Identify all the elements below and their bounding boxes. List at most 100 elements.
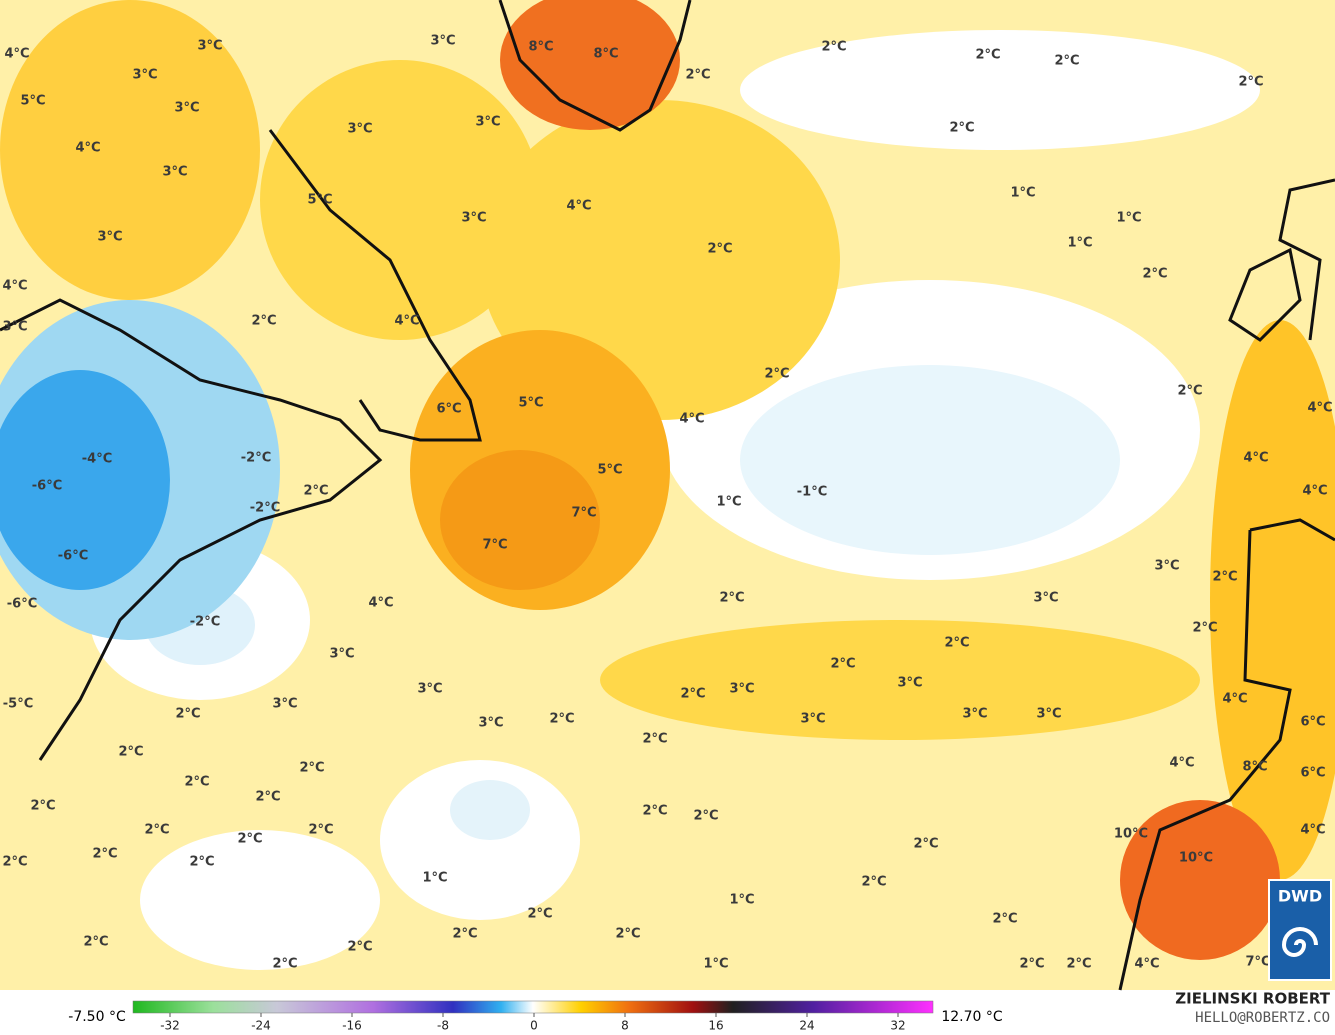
temp-label: 2°C	[189, 855, 214, 870]
temp-label: 3°C	[1033, 591, 1058, 606]
temperature-labels: 3°C 3°C 4°C 3°C 5°C 3°C 4°C 3°C 3°C 3°C 8°C 8°C 2°C 2…	[2, 34, 1332, 972]
temp-label: 2°C	[1019, 957, 1044, 972]
temp-label: 2°C	[299, 761, 324, 776]
temp-label: 3°C	[162, 165, 187, 180]
temp-label: 1°C	[716, 495, 741, 510]
temp-label: 3°C	[478, 716, 503, 731]
temp-label: -2°C	[250, 501, 280, 516]
temp-label: 2°C	[1054, 54, 1079, 69]
temp-label: 3°C	[197, 39, 222, 54]
temp-label: 2°C	[1066, 957, 1091, 972]
temp-label: 2°C	[615, 927, 640, 942]
temp-label: 2°C	[949, 121, 974, 136]
temp-label: -5°C	[3, 697, 33, 712]
temp-label: 4°C	[1169, 756, 1194, 771]
temp-label: 5°C	[307, 193, 332, 208]
colorbar-ticks: -32 -24 -16 -8 0 8 16 24 32	[160, 1013, 906, 1033]
temp-label: 2°C	[144, 823, 169, 838]
temp-label: 8°C	[528, 40, 553, 55]
temp-label: 2°C	[1212, 570, 1237, 585]
temp-label: -6°C	[32, 479, 62, 494]
temp-label: 3°C	[800, 712, 825, 727]
tick-label: -32	[160, 1019, 180, 1033]
tick-label: 0	[530, 1019, 538, 1033]
temp-label: 3°C	[1154, 559, 1179, 574]
temp-label: 8°C	[1242, 760, 1267, 775]
temp-label: 3°C	[347, 122, 372, 137]
temp-label: 8°C	[593, 47, 618, 62]
temp-label: -1°C	[797, 485, 827, 500]
credit-contact: HELLO@ROBERTZ.CO	[1195, 1010, 1330, 1026]
tick-label: 8	[621, 1019, 629, 1033]
temp-label: 7°C	[482, 538, 507, 553]
temp-label: 6°C	[436, 402, 461, 417]
temp-label: 2°C	[992, 912, 1017, 927]
legend-max: 12.70 °C	[941, 1009, 1003, 1025]
temp-label: -6°C	[7, 597, 37, 612]
temp-label: 4°C	[679, 412, 704, 427]
temp-label: 4°C	[1302, 484, 1327, 499]
temp-label: 2°C	[30, 799, 55, 814]
temp-label: 3°C	[897, 676, 922, 691]
temp-label: 3°C	[1036, 707, 1061, 722]
temp-label: 4°C	[1307, 401, 1332, 416]
temp-label: 1°C	[1067, 236, 1092, 251]
temp-label: 2°C	[549, 712, 574, 727]
tick-label: -16	[342, 1019, 362, 1033]
temp-label: 4°C	[1134, 957, 1159, 972]
temp-label: 2°C	[1142, 267, 1167, 282]
tick-label: -24	[251, 1019, 271, 1033]
temp-label: 4°C	[75, 141, 100, 156]
tick-label: 24	[799, 1019, 814, 1033]
temp-label: 3°C	[475, 115, 500, 130]
temp-label: 2°C	[1192, 621, 1217, 636]
map: 3°C 3°C 4°C 3°C 5°C 3°C 4°C 3°C 3°C 3°C 8°C 8°C 2°C 2…	[0, 0, 1335, 991]
temp-label: 3°C	[329, 647, 354, 662]
temp-label: 2°C	[527, 907, 552, 922]
temp-label: 2°C	[707, 242, 732, 257]
temp-label: 3°C	[729, 682, 754, 697]
temp-label: 7°C	[1245, 955, 1270, 970]
temp-label: 2°C	[347, 940, 372, 955]
temp-label: 7°C	[571, 506, 596, 521]
temp-label: 2°C	[680, 687, 705, 702]
dwd-logo: DWD	[1268, 879, 1332, 981]
temp-label: 4°C	[394, 314, 419, 329]
temp-label: 5°C	[518, 396, 543, 411]
temp-label: 5°C	[20, 94, 45, 109]
temp-label: 2°C	[251, 314, 276, 329]
tick-label: 16	[708, 1019, 723, 1033]
temp-label: -2°C	[190, 615, 220, 630]
temp-label: 3°C	[97, 230, 122, 245]
temp-label: 2°C	[83, 935, 108, 950]
temp-label: 3°C	[272, 697, 297, 712]
temp-label: 3°C	[2, 320, 27, 335]
temp-label: 2°C	[1238, 75, 1263, 90]
colorbar	[132, 1000, 934, 1014]
temp-label: 2°C	[693, 809, 718, 824]
temp-label: 10°C	[1179, 851, 1213, 866]
temp-label: 4°C	[566, 199, 591, 214]
temp-label: 3°C	[461, 211, 486, 226]
temp-label: 2°C	[237, 832, 262, 847]
temp-label: 2°C	[118, 745, 143, 760]
temp-label: 3°C	[962, 707, 987, 722]
temp-label: 3°C	[430, 34, 455, 49]
temp-label: 2°C	[1177, 384, 1202, 399]
temp-label: 4°C	[1300, 823, 1325, 838]
temp-label: 2°C	[764, 367, 789, 382]
temp-label: 2°C	[685, 68, 710, 83]
temp-label: 4°C	[4, 47, 29, 62]
temp-label: 2°C	[255, 790, 280, 805]
temp-label: 6°C	[1300, 766, 1325, 781]
temp-label: -4°C	[82, 452, 112, 467]
temp-label: 1°C	[729, 893, 754, 908]
temp-label: 2°C	[913, 837, 938, 852]
temp-label: 1°C	[422, 871, 447, 886]
tick-label: 32	[890, 1019, 905, 1033]
temp-label: 10°C	[1114, 827, 1148, 842]
temp-label: 1°C	[1010, 186, 1035, 201]
logo-text: DWD	[1278, 887, 1322, 906]
temp-label: 2°C	[975, 48, 1000, 63]
